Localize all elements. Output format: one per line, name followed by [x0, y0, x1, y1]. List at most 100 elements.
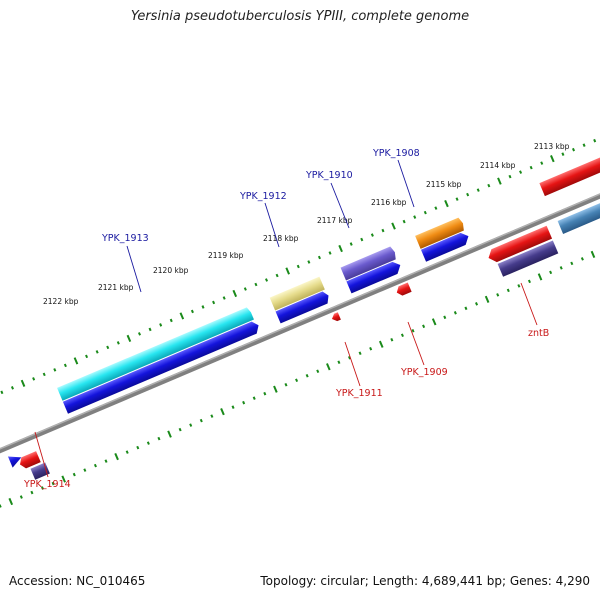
upper-minor-tick	[529, 165, 533, 170]
label-ypk1914: YPK_1914	[23, 479, 71, 490]
lower-minor-tick	[390, 338, 394, 342]
lower-minor-tick	[316, 369, 320, 374]
kbp-2119: 2119 kbp	[208, 251, 244, 260]
feature-darkslate-zntb	[497, 240, 559, 277]
upper-minor-tick	[159, 323, 163, 327]
upper-minor-tick	[476, 188, 480, 192]
lower-minor-tick	[570, 261, 574, 266]
feature-red-zntb	[488, 225, 553, 263]
accession-label: Accession: NC_010465	[9, 574, 146, 588]
upper-minor-tick	[243, 287, 247, 291]
upper-major-tick	[391, 222, 396, 230]
upper-minor-tick	[402, 219, 406, 224]
upper-minor-tick	[53, 368, 57, 372]
upper-minor-tick	[413, 215, 417, 219]
lower-minor-tick	[263, 391, 267, 396]
upper-minor-tick	[254, 282, 258, 287]
cds-ypk1908	[420, 232, 469, 262]
kbp-2115: 2115 kbp	[426, 180, 462, 189]
upper-minor-tick	[466, 192, 470, 197]
lower-minor-tick	[125, 450, 129, 454]
upper-minor-tick	[0, 390, 4, 395]
lower-major-tick	[61, 475, 66, 483]
upper-minor-tick	[201, 305, 205, 309]
reverse-leader-lines	[34, 282, 538, 478]
feature-slate-ypk1910	[340, 246, 396, 281]
lower-major-tick	[273, 385, 278, 393]
upper-minor-tick	[423, 210, 427, 215]
upper-minor-tick	[265, 278, 269, 282]
lower-minor-tick	[157, 436, 161, 441]
lower-minor-tick	[369, 346, 373, 351]
lower-minor-tick	[178, 427, 182, 432]
upper-major-tick	[232, 289, 238, 298]
lower-tick-ruler	[0, 250, 596, 508]
upper-minor-tick	[85, 354, 89, 359]
label-ypk1913: YPK_1913	[101, 233, 149, 244]
upper-minor-tick	[307, 260, 311, 264]
label-ypk1912: YPK_1912	[239, 191, 287, 202]
lower-minor-tick	[443, 315, 447, 320]
lower-major-tick	[167, 430, 172, 438]
feature-cyan-ypk1913	[57, 307, 254, 401]
lower-minor-tick	[199, 418, 203, 423]
lower-minor-tick	[30, 490, 34, 495]
feature-red-ypk1914	[20, 451, 41, 469]
lower-minor-tick	[0, 504, 2, 508]
upper-minor-tick	[328, 251, 332, 255]
lower-minor-tick	[580, 257, 584, 261]
upper-minor-tick	[95, 350, 99, 354]
upper-minor-tick	[561, 152, 565, 156]
forward-leader-lines	[126, 159, 415, 293]
lower-minor-tick	[475, 302, 479, 306]
upper-minor-tick	[519, 170, 523, 174]
upper-minor-tick	[212, 300, 216, 305]
upper-minor-tick	[116, 341, 120, 345]
lower-minor-tick	[284, 382, 288, 387]
upper-minor-tick	[10, 386, 14, 390]
lower-minor-tick	[517, 284, 521, 288]
label-ypk1908: YPK_1908	[372, 148, 420, 159]
lower-minor-tick	[41, 486, 45, 490]
upper-major-tick	[179, 312, 185, 320]
genome-backbone	[0, 161, 600, 479]
lower-minor-tick	[210, 414, 214, 418]
upper-major-tick	[20, 379, 26, 387]
lower-major-tick	[114, 452, 119, 461]
upper-minor-tick	[370, 233, 374, 237]
upper-minor-tick	[349, 242, 353, 246]
lower-minor-tick	[305, 373, 309, 378]
feature-red-ypk1909	[396, 282, 412, 296]
lower-minor-tick	[496, 293, 500, 297]
lower-minor-tick	[146, 441, 150, 445]
upper-minor-tick	[593, 138, 597, 143]
lower-minor-tick	[559, 266, 563, 270]
cds-left-edge	[7, 456, 22, 468]
upper-minor-tick	[317, 255, 321, 260]
feature-red-ypk1911	[331, 312, 341, 322]
kbp-2120: 2120 kbp	[153, 266, 189, 275]
map-title: Yersinia pseudotuberculosis YPIII, compl…	[130, 9, 470, 24]
upper-minor-tick	[137, 332, 141, 336]
upper-minor-tick	[582, 143, 586, 147]
upper-minor-tick	[572, 147, 576, 152]
lower-major-tick	[220, 408, 225, 416]
lower-minor-tick	[464, 306, 468, 311]
upper-minor-tick	[455, 197, 459, 201]
upper-minor-tick	[540, 161, 544, 165]
label-ypk1909: YPK_1909	[400, 367, 448, 378]
lower-minor-tick	[104, 459, 108, 463]
upper-minor-tick	[63, 363, 67, 368]
label-ypk1911: YPK_1911	[335, 388, 383, 399]
lower-minor-tick	[231, 405, 235, 409]
upper-minor-tick	[275, 273, 279, 278]
lower-minor-tick	[93, 463, 97, 468]
lower-minor-tick	[549, 270, 553, 275]
upper-tick-ruler	[0, 138, 597, 395]
upper-minor-tick	[508, 174, 512, 179]
kbp-2122: 2122 kbp	[43, 297, 79, 306]
lower-minor-tick	[51, 481, 55, 486]
label-ypk1910: YPK_1910	[305, 170, 353, 181]
lower-major-tick	[484, 295, 490, 303]
